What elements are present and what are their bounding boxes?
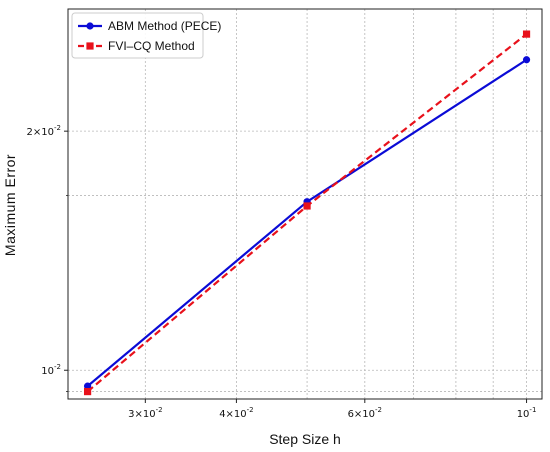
- series-layer: [83, 30, 531, 396]
- data-point-square: [83, 387, 92, 396]
- x-axis-label: Step Size h: [269, 431, 341, 447]
- data-point-square: [522, 30, 531, 38]
- x-tick-label: 3×10-2: [128, 406, 162, 420]
- data-point-circle: [83, 382, 92, 390]
- legend: ABM Method (PECE) FVI–CQ Method: [71, 12, 221, 59]
- data-point-square: [303, 202, 311, 210]
- x-tick-label: 4×10-2: [219, 406, 253, 420]
- plot-area-frame: [67, 8, 543, 400]
- y-axis-label: Maximum Error: [2, 154, 18, 256]
- grid-layer: [68, 9, 542, 399]
- x-tick-label: 6×10-2: [348, 406, 382, 420]
- y-tick-label: 2×10-2: [27, 124, 61, 138]
- ticks-layer: 3×10-2 4×10-2 6×10-2 10-1 10-2 2×10-2: [27, 124, 537, 420]
- x-tick-label: 10-1: [517, 406, 537, 420]
- legend-entry-label: ABM Method (PECE): [108, 19, 221, 33]
- data-point-square: [86, 42, 94, 50]
- data-point-circle: [86, 22, 94, 30]
- legend-entry-label: FVI–CQ Method: [108, 39, 195, 53]
- legend-box: [71, 12, 204, 59]
- data-point-circle: [522, 56, 531, 64]
- y-tick-label: 10-2: [41, 363, 61, 377]
